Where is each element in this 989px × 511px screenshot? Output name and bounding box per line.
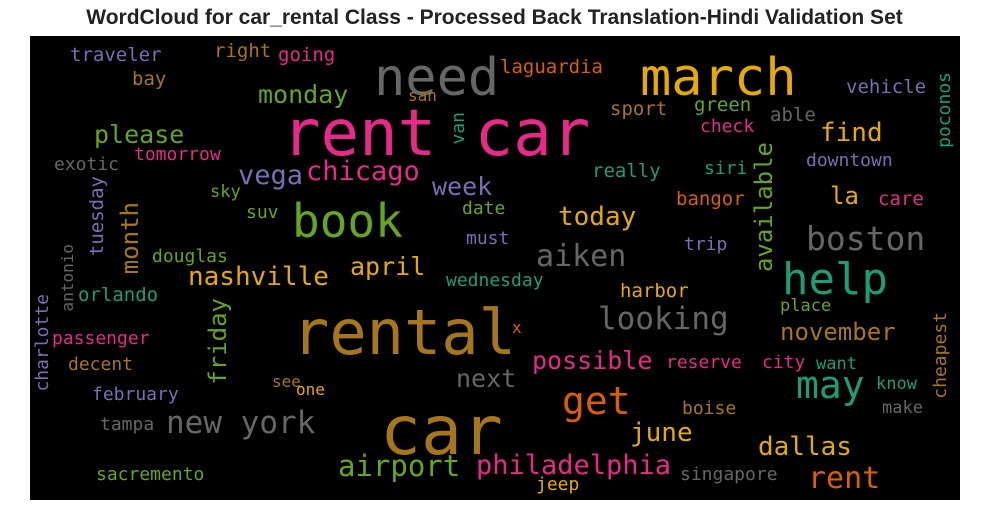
word-philadelphia: philadelphia: [476, 450, 672, 481]
word-harbor: harbor: [620, 280, 689, 302]
word-tampa: tampa: [100, 414, 155, 435]
word-available: available: [750, 142, 778, 273]
word-november: november: [780, 318, 896, 346]
word-rent: rent: [808, 461, 881, 496]
word-vega: vega: [238, 160, 304, 191]
word-nashville: nashville: [188, 262, 329, 292]
word-sport: sport: [610, 98, 668, 120]
word-vehicle: vehicle: [846, 76, 927, 98]
word-one: one: [296, 380, 325, 399]
word-tuesday: tuesday: [86, 176, 108, 257]
word-may: may: [796, 363, 865, 407]
word-looking: looking: [598, 301, 729, 337]
word-reserve: reserve: [666, 352, 742, 373]
word-see: see: [272, 372, 301, 391]
word-san: san: [408, 86, 437, 105]
word-jeep: jeep: [536, 474, 580, 495]
word-car: car: [380, 392, 503, 471]
word-going: going: [278, 44, 336, 66]
word-able: able: [770, 104, 816, 126]
word-make: make: [882, 398, 923, 418]
word-singapore: singapore: [680, 464, 778, 485]
word-bay: bay: [132, 68, 167, 90]
chart-title: WordCloud for car_rental Class - Process…: [86, 6, 903, 29]
word-care: care: [878, 188, 924, 210]
word-decent: decent: [68, 354, 134, 375]
word-antonio: antonio: [58, 244, 77, 312]
word-orlando: orlando: [78, 284, 159, 306]
word-passenger: passenger: [52, 328, 150, 349]
word-week: week: [432, 172, 493, 201]
word-airport: airport: [338, 449, 461, 483]
word-need: need: [374, 48, 500, 108]
word-right: right: [214, 40, 272, 62]
word-x: x: [512, 318, 522, 337]
word-month: month: [116, 202, 144, 275]
word-aiken: aiken: [536, 239, 627, 274]
word-date: date: [462, 198, 506, 219]
word-place: place: [780, 296, 832, 316]
word-dallas: dallas: [758, 432, 852, 462]
word-wednesday: wednesday: [446, 270, 544, 291]
word-charlotte: charlotte: [32, 294, 53, 392]
word-siri: siri: [704, 158, 748, 179]
word-want: want: [816, 354, 857, 374]
word-van: van: [448, 112, 469, 145]
word-boston: boston: [806, 219, 926, 258]
word-boise: boise: [682, 398, 737, 419]
word-april: april: [350, 252, 426, 281]
word-check: check: [700, 116, 755, 137]
word-know: know: [876, 374, 917, 394]
word-city: city: [762, 352, 806, 373]
word-next: next: [456, 364, 517, 393]
word-green: green: [694, 94, 752, 116]
word-possible: possible: [532, 346, 653, 375]
word-march: march: [640, 48, 797, 108]
word-douglas: douglas: [152, 246, 228, 267]
word-downtown: downtown: [806, 150, 893, 171]
word-friday: friday: [204, 298, 232, 385]
word-tomorrow: tomorrow: [134, 144, 221, 165]
word-rent-car: rent car: [282, 97, 591, 171]
word-get: get: [562, 379, 631, 423]
word-suv: suv: [246, 202, 279, 223]
word-today: today: [558, 202, 637, 232]
word-traveler: traveler: [70, 44, 162, 66]
word-february: february: [92, 384, 179, 405]
word-poconos: poconos: [934, 72, 955, 148]
word-cheapest: cheapest: [930, 312, 951, 399]
word-trip: trip: [684, 234, 728, 255]
word-new-york: new york: [166, 405, 316, 441]
wordcloud-canvas: rent car rental car need march book help may bos…: [30, 36, 960, 500]
word-exotic: exotic: [54, 154, 120, 175]
word-bangor: bangor: [676, 188, 745, 210]
word-la: la: [830, 182, 859, 210]
word-monday: monday: [258, 80, 349, 109]
word-help: help: [782, 254, 888, 305]
word-book: book: [292, 194, 403, 248]
word-please: please: [94, 120, 185, 149]
word-june: june: [630, 418, 693, 448]
word-really: really: [592, 160, 661, 182]
word-must: must: [466, 228, 510, 249]
word-sacremento: sacremento: [96, 464, 205, 485]
word-rental: rental: [292, 296, 516, 369]
word-sky: sky: [210, 182, 241, 202]
word-find: find: [820, 118, 883, 148]
word-laguardia: laguardia: [500, 56, 603, 78]
word-chicago: chicago: [306, 156, 420, 187]
